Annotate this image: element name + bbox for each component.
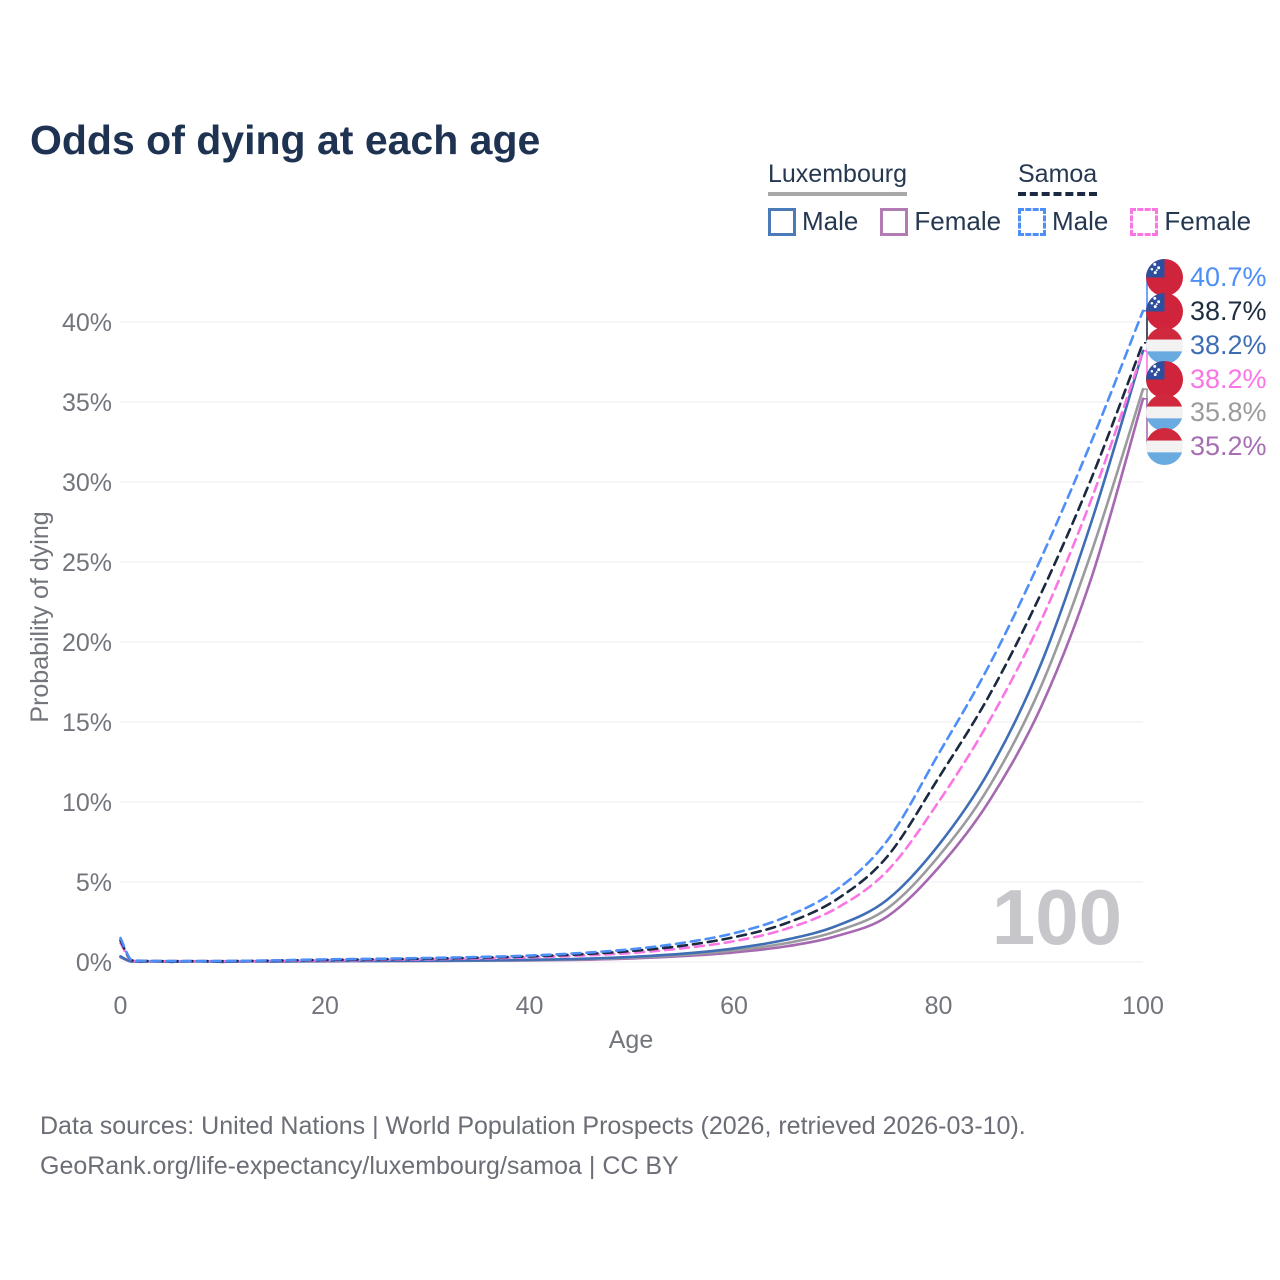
footer: Data sources: United Nations | World Pop… <box>40 1106 1026 1186</box>
checkbox-icon <box>1130 207 1159 236</box>
y-tick-label: 20% <box>62 629 112 657</box>
y-tick-label: 0% <box>76 949 112 977</box>
y-tick-label: 25% <box>62 549 112 577</box>
samoa-flag-icon <box>1146 360 1183 398</box>
y-tick-label: 40% <box>62 309 112 337</box>
legend-item-label: Female <box>914 206 1002 236</box>
luxembourg-flag-icon <box>1146 393 1183 431</box>
curve-luxembourg-male <box>119 349 1145 964</box>
axis-labels: 0% 5% 10% 15% 20% 25% 30% 35% 40% 0 20 40 60 80 100 <box>62 309 1164 1020</box>
legend-item-label: Male <box>802 206 859 236</box>
x-tick-label: 60 <box>720 992 748 1020</box>
x-axis-title: Age <box>609 1026 653 1054</box>
legend-item-samoa-female[interactable]: Female <box>1130 206 1251 237</box>
x-tick-label: 80 <box>925 992 953 1020</box>
x-tick-label: 40 <box>516 992 544 1020</box>
curve-samoa-male <box>119 309 1145 963</box>
checkbox-icon <box>880 207 909 236</box>
y-tick-label: 35% <box>62 389 112 417</box>
series-lines <box>119 309 1145 964</box>
samoa-flag-icon <box>1146 292 1183 330</box>
end-label-value: 35.8% <box>1190 396 1267 427</box>
end-label-value: 40.7% <box>1190 261 1267 292</box>
gridlines <box>120 321 1143 963</box>
x-tick-label: 20 <box>311 992 339 1020</box>
x-tick-label: 0 <box>114 992 128 1020</box>
curve-samoa-both-sexes <box>119 341 1145 963</box>
end-label-row: 35.8% <box>1146 393 1267 431</box>
legend-group-samoa: Samoa Male Female <box>1018 160 1251 237</box>
legend-item-luxembourg-male[interactable]: Male <box>768 206 858 237</box>
watermark-age-100: 100 <box>992 873 1122 961</box>
end-label-row: 38.7% <box>1146 292 1267 330</box>
samoa-both-sexes-line-icon <box>1018 192 1098 196</box>
end-label-row: 40.7% <box>1146 258 1267 296</box>
end-label-row: 38.2% <box>1146 326 1267 364</box>
y-axis-title: Probability of dying <box>26 511 54 722</box>
end-label-value: 38.7% <box>1190 295 1267 326</box>
legend-group-title-luxembourg: Luxembourg <box>768 160 907 188</box>
checkbox-icon <box>768 207 796 236</box>
curve-luxembourg-female <box>119 397 1145 964</box>
end-label-row: 35.2% <box>1146 427 1267 465</box>
legend-group-luxembourg: Luxembourg Male Female <box>768 160 1001 237</box>
luxembourg-flag-icon <box>1146 427 1183 465</box>
samoa-flag-icon <box>1146 258 1183 296</box>
page-title: Odds of dying at each age <box>30 117 541 164</box>
y-tick-label: 5% <box>76 869 112 897</box>
curve-luxembourg-both-sexes <box>119 387 1145 964</box>
checkbox-icon <box>1018 207 1046 236</box>
y-tick-label: 30% <box>62 469 112 497</box>
attribution-line: GeoRank.org/life-expectancy/luxembourg/s… <box>40 1152 679 1180</box>
end-label-row: 38.2% <box>1146 360 1267 398</box>
legend-item-label: Female <box>1164 206 1252 236</box>
legend-item-samoa-male[interactable]: Male <box>1018 206 1108 237</box>
luxembourg-both-sexes-line-icon <box>768 192 907 196</box>
legend-group-title-samoa: Samoa <box>1018 160 1098 188</box>
end-label-value: 38.2% <box>1190 329 1267 360</box>
y-tick-label: 15% <box>62 709 112 737</box>
curve-samoa-female <box>119 349 1145 963</box>
y-tick-label: 10% <box>62 789 112 817</box>
legend-item-label: Male <box>1052 206 1109 236</box>
legend-item-luxembourg-female[interactable]: Female <box>880 206 1001 237</box>
x-tick-label: 100 <box>1122 992 1164 1020</box>
end-label-value: 38.2% <box>1190 363 1267 394</box>
data-sources-line: Data sources: United Nations | World Pop… <box>40 1112 1026 1140</box>
luxembourg-flag-icon <box>1146 326 1183 364</box>
end-label-value: 35.2% <box>1190 430 1267 461</box>
